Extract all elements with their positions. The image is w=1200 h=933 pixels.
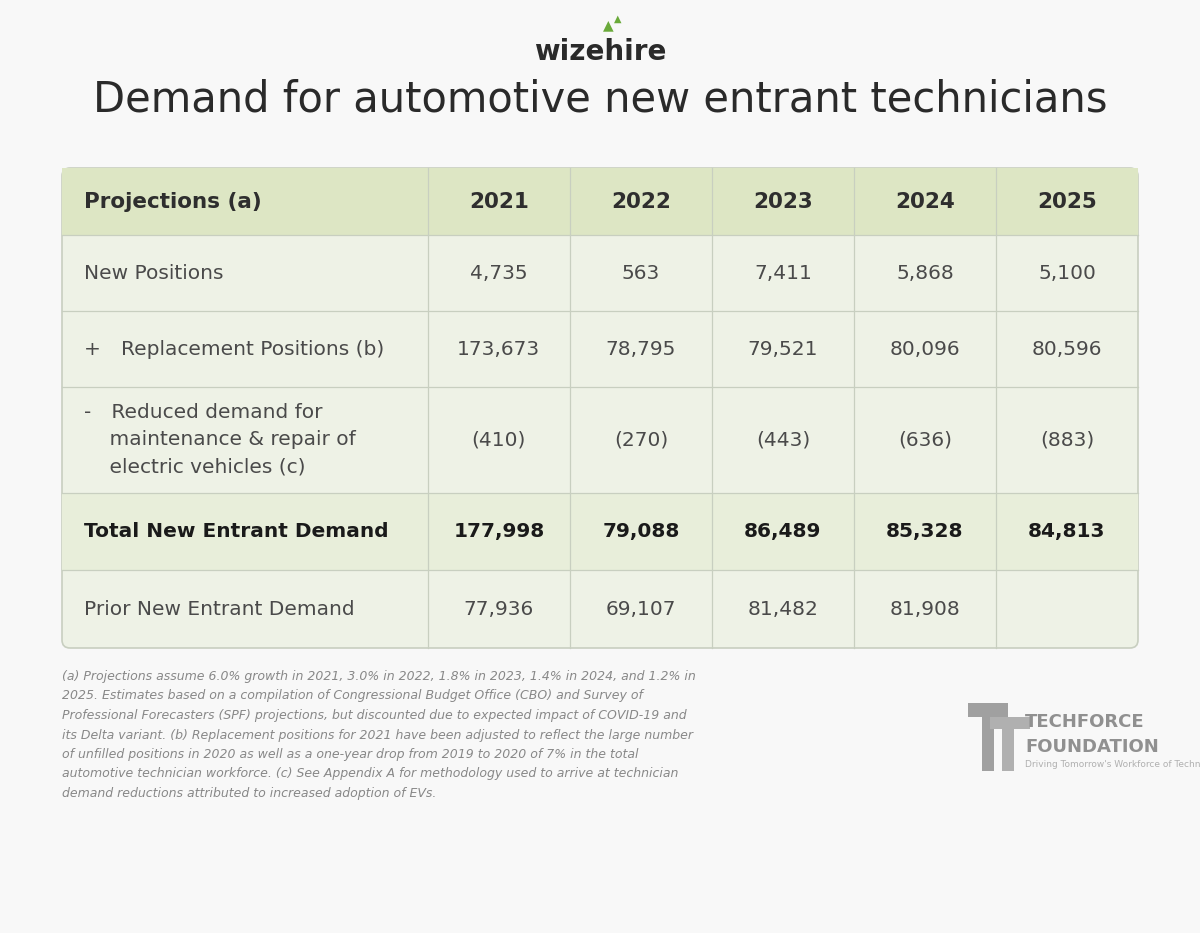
- Text: 81,908: 81,908: [889, 600, 960, 619]
- Text: 81,482: 81,482: [748, 600, 818, 619]
- Bar: [968, 703, 1008, 717]
- Text: 79,088: 79,088: [602, 522, 679, 541]
- Bar: [1002, 717, 1014, 771]
- Text: (883): (883): [1040, 430, 1094, 450]
- Text: 177,998: 177,998: [454, 522, 545, 541]
- Text: (636): (636): [898, 430, 952, 450]
- Text: 77,936: 77,936: [463, 600, 534, 619]
- Bar: [990, 717, 1030, 729]
- Text: ▲: ▲: [614, 14, 622, 24]
- Text: 69,107: 69,107: [606, 600, 676, 619]
- Text: 78,795: 78,795: [606, 340, 676, 359]
- Bar: [982, 703, 994, 771]
- FancyBboxPatch shape: [62, 168, 1138, 648]
- Text: 86,489: 86,489: [744, 522, 822, 541]
- Text: 2021: 2021: [469, 191, 529, 212]
- Text: 4,735: 4,735: [470, 264, 528, 283]
- Text: 173,673: 173,673: [457, 340, 540, 359]
- Bar: [62, 168, 1138, 235]
- Text: 2024: 2024: [895, 191, 955, 212]
- Text: TECHFORCE: TECHFORCE: [1025, 713, 1145, 731]
- Text: 2023: 2023: [754, 191, 812, 212]
- Text: (270): (270): [613, 430, 668, 450]
- Text: + Replacement Positions (b): + Replacement Positions (b): [84, 340, 384, 359]
- Text: Total New Entrant Demand: Total New Entrant Demand: [84, 522, 389, 541]
- Text: 85,328: 85,328: [887, 522, 964, 541]
- Text: (410): (410): [472, 430, 526, 450]
- Text: 2025: 2025: [1037, 191, 1097, 212]
- Text: 79,521: 79,521: [748, 340, 818, 359]
- Text: FOUNDATION: FOUNDATION: [1025, 738, 1159, 756]
- Bar: [62, 168, 1138, 235]
- Text: wizehire: wizehire: [534, 38, 666, 66]
- Text: 7,411: 7,411: [754, 264, 812, 283]
- Text: - Reduced demand for
    maintenance & repair of
    electric vehicles (c): - Reduced demand for maintenance & repai…: [84, 403, 355, 477]
- Text: (443): (443): [756, 430, 810, 450]
- Text: Driving Tomorrow's Workforce of Technicians: Driving Tomorrow's Workforce of Technici…: [1025, 760, 1200, 769]
- Text: 2022: 2022: [611, 191, 671, 212]
- Text: 84,813: 84,813: [1028, 522, 1105, 541]
- Text: ▲: ▲: [602, 18, 613, 32]
- Text: New Positions: New Positions: [84, 264, 223, 283]
- Text: (a) Projections assume 6.0% growth in 2021, 3.0% in 2022, 1.8% in 2023, 1.4% in : (a) Projections assume 6.0% growth in 20…: [62, 670, 696, 800]
- Text: 563: 563: [622, 264, 660, 283]
- Text: 5,868: 5,868: [896, 264, 954, 283]
- Text: 80,096: 80,096: [889, 340, 960, 359]
- Text: 80,596: 80,596: [1032, 340, 1103, 359]
- Text: Prior New Entrant Demand: Prior New Entrant Demand: [84, 600, 355, 619]
- Text: 5,100: 5,100: [1038, 264, 1096, 283]
- Bar: [62, 493, 1138, 570]
- Text: Projections (a): Projections (a): [84, 191, 262, 212]
- Text: Demand for automotive new entrant technicians: Demand for automotive new entrant techni…: [92, 78, 1108, 120]
